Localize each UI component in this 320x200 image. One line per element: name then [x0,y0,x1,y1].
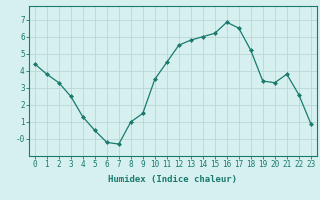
X-axis label: Humidex (Indice chaleur): Humidex (Indice chaleur) [108,175,237,184]
